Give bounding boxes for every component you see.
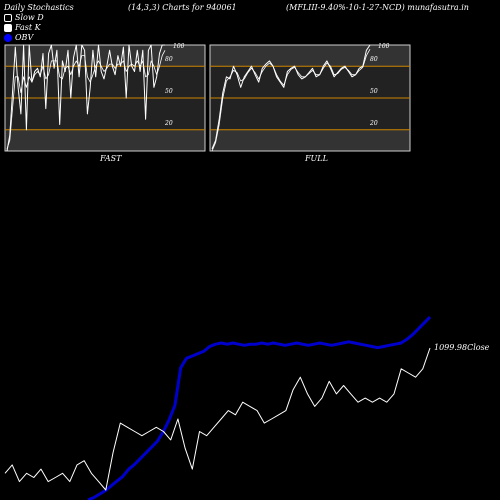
- legend-slow-d-label: Slow D: [15, 13, 44, 22]
- full-tick-label: 100: [378, 43, 390, 50]
- full-tick-label: 50: [370, 88, 378, 95]
- obv-swatch-icon: [4, 33, 12, 42]
- close-last-label: 1099.98Close: [434, 343, 490, 352]
- fast-tick-label: 20: [164, 120, 173, 127]
- full-tick-label: 20: [369, 120, 378, 127]
- chart-title: Daily Stochastics: [4, 3, 74, 12]
- chart-symbol: (MFLIII-9.40%-10-1-27-NCD) munafasutra.i…: [286, 3, 469, 12]
- fast-k-swatch-icon: [4, 23, 12, 32]
- full-panel-label: FULL: [304, 154, 328, 163]
- close-line: [4, 347, 431, 491]
- fast-tick-label: 80: [165, 56, 173, 63]
- fast-fast-k-line: [6, 44, 165, 152]
- slow-d-swatch-icon: [4, 13, 12, 22]
- full-slow-d-line: [211, 49, 371, 152]
- legend-obv-label: OBV: [15, 33, 34, 42]
- fast-tick-label: 50: [165, 88, 173, 95]
- fast-slow-d-line: [6, 50, 166, 150]
- legend-fast-k: Fast K: [4, 23, 41, 32]
- legend-fast-k-label: Fast K: [15, 23, 41, 32]
- fast-tick-label: 100: [173, 43, 185, 50]
- full-tick-label: 80: [370, 56, 378, 63]
- legend-slow-d: Slow D: [4, 13, 44, 22]
- obv-line: [87, 315, 432, 500]
- fast-panel-label: FAST: [99, 154, 122, 163]
- legend-obv: OBV: [4, 33, 33, 42]
- full-fast-k-line: [211, 44, 371, 150]
- chart-params: (14,3,3) Charts for 940061: [128, 3, 237, 12]
